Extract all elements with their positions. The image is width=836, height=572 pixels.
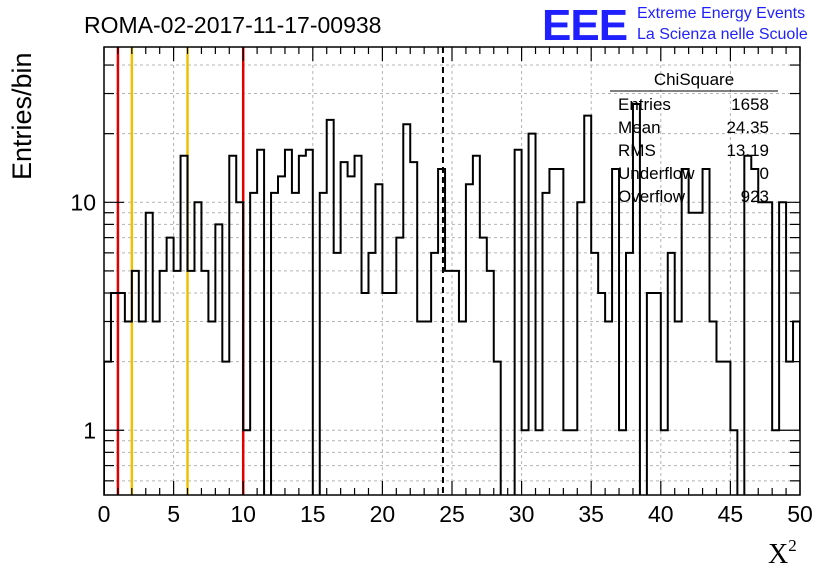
x-tick-label-25: 25 [439, 501, 465, 527]
stats-value-entries: 1658 [731, 95, 769, 114]
eee-tagline-2: La Scienza nelle Scuole [637, 26, 808, 43]
x-axis-label-base: X [768, 539, 788, 570]
x-tick-label-10: 10 [230, 501, 256, 527]
stats-label-mean: Mean [618, 118, 661, 137]
x-tick-label-40: 40 [648, 501, 674, 527]
stats-label-underflow: Underflow [618, 164, 695, 183]
plot-frame [103, 46, 801, 496]
y-axis-label: Entries/bin [7, 52, 37, 180]
eee-logo: EEE [542, 1, 627, 50]
stats-value-rms: 13.19 [726, 141, 769, 160]
x-tick-label-0: 0 [98, 501, 111, 527]
x-tick-label-5: 5 [167, 501, 180, 527]
x-tick-label-15: 15 [300, 501, 326, 527]
x-tick-label-45: 45 [718, 501, 744, 527]
eee-tagline-1: Extreme Energy Events [637, 5, 805, 22]
histogram-outline [104, 102, 800, 495]
stats-title: ChiSquare [654, 70, 734, 89]
run-title: ROMA-02-2017-11-17-00938 [84, 12, 381, 38]
x-axis-label-superscript: 2 [788, 536, 797, 555]
stats-label-rms: RMS [618, 141, 656, 160]
y-tick-label-10: 10 [70, 189, 96, 215]
x-axis-label: X2 [768, 536, 797, 570]
x-tick-label-50: 50 [787, 501, 813, 527]
grid-lines [104, 47, 800, 495]
axis-ticks: 0 5 10 15 20 25 30 35 40 45 50 1 10 [70, 47, 813, 527]
x-tick-label-35: 35 [578, 501, 604, 527]
y-tick-label-1: 1 [83, 417, 96, 443]
stats-value-underflow: 0 [760, 164, 769, 183]
stats-label-entries: Entries [618, 95, 671, 114]
x-tick-label-30: 30 [509, 501, 535, 527]
stats-label-overflow: Overflow [618, 187, 686, 206]
stats-value-mean: 24.35 [726, 118, 769, 137]
stats-box: ChiSquare Entries 1658 Mean 24.35 RMS 13… [610, 70, 778, 206]
x-tick-label-20: 20 [370, 501, 396, 527]
stats-value-overflow: 923 [741, 187, 769, 206]
